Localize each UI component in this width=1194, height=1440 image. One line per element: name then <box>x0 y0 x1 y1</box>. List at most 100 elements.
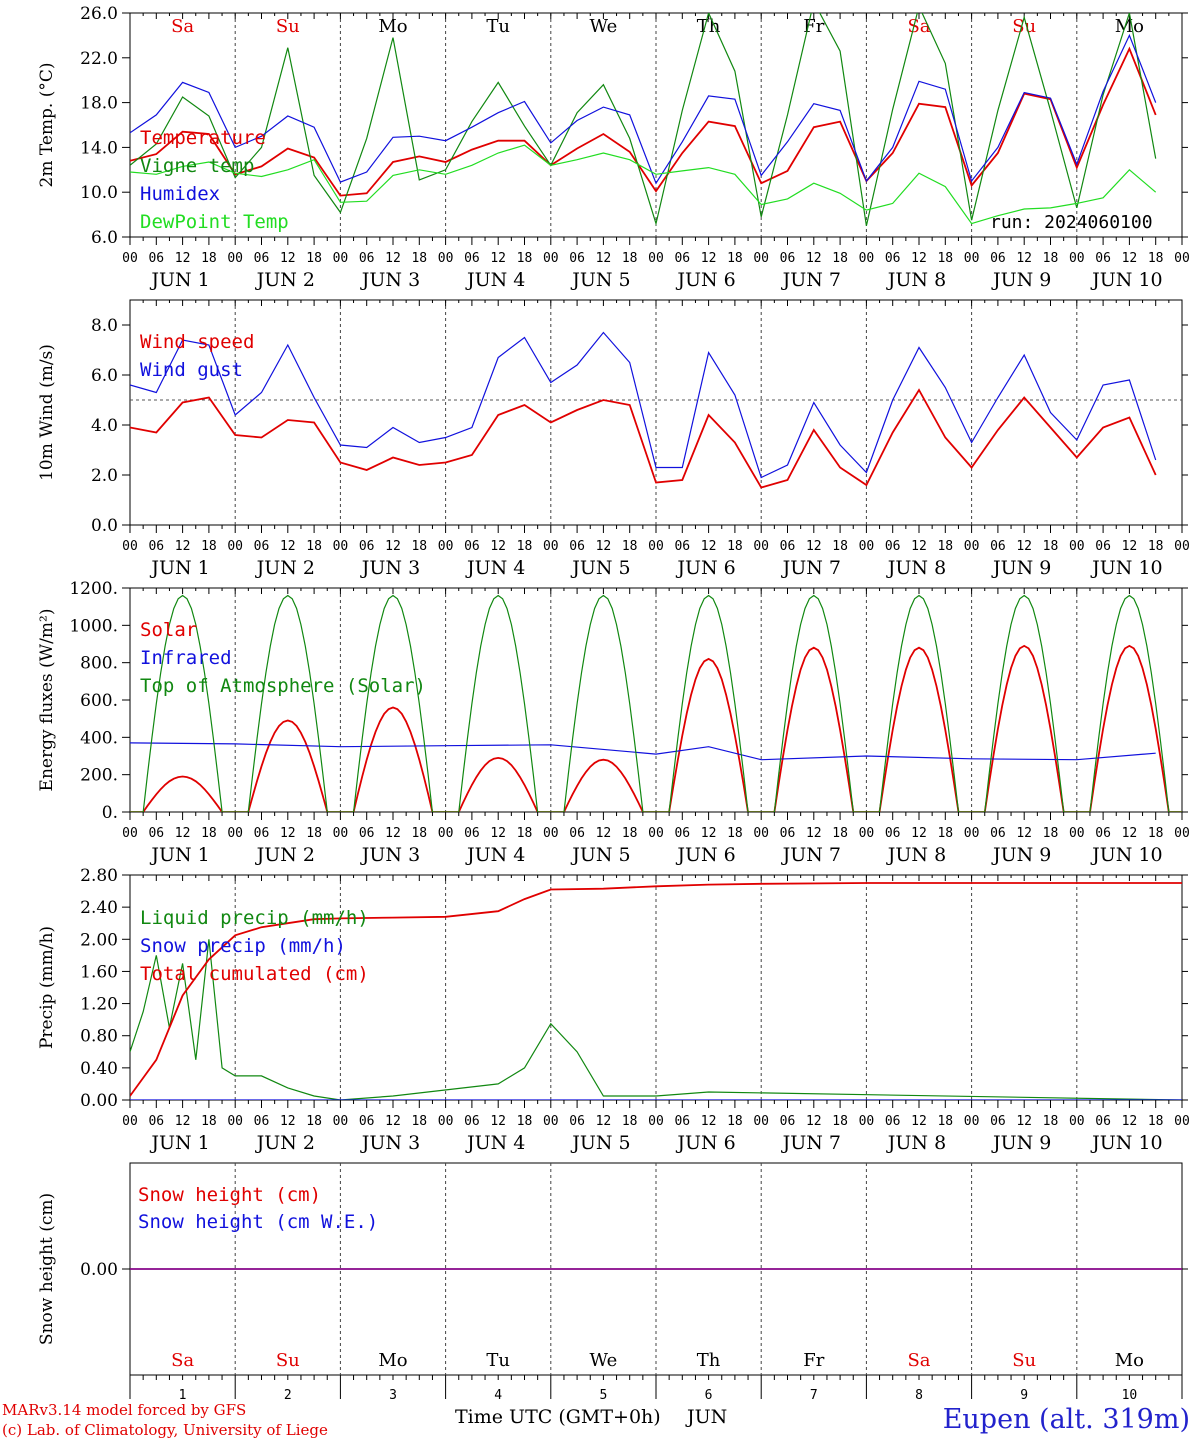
date-label: JUN 8 <box>886 1132 946 1154</box>
hour-tick-label: 06 <box>359 826 375 841</box>
hour-tick-label: 06 <box>990 251 1006 266</box>
plot-frame <box>129 299 1183 526</box>
hour-tick-label: 00 <box>1069 251 1085 266</box>
legend-entry: Top of Atmosphere (Solar) <box>140 675 426 697</box>
hour-tick-label: 12 <box>701 1114 717 1129</box>
date-label: JUN 7 <box>781 844 841 866</box>
date-label: JUN 4 <box>465 844 525 866</box>
hour-tick-label: 06 <box>464 1114 480 1129</box>
hour-tick-label: 18 <box>306 826 322 841</box>
hour-tick-label: 06 <box>780 251 796 266</box>
plot-frame <box>129 12 1183 238</box>
hour-tick-label: 00 <box>122 826 138 841</box>
date-label: JUN 1 <box>149 557 209 579</box>
hour-tick-label: 06 <box>885 539 901 554</box>
hour-tick-label: 06 <box>359 251 375 266</box>
y-tick-label: 600. <box>80 691 118 711</box>
hour-tick-label: 00 <box>1069 826 1085 841</box>
hour-tick-label: 18 <box>1043 251 1059 266</box>
series-group <box>130 13 1157 226</box>
hour-tick-label: 18 <box>201 251 217 266</box>
day-of-week-label: Sa <box>907 16 930 37</box>
hour-tick-label: 00 <box>333 251 349 266</box>
series-line-solar <box>130 644 1182 812</box>
date-label: JUN 1 <box>149 269 209 291</box>
hour-tick-label: 06 <box>254 251 270 266</box>
y-tick-label: 2.00 <box>80 930 118 950</box>
hour-tick-label: 12 <box>1016 826 1032 841</box>
hour-tick-label: 18 <box>306 539 322 554</box>
hour-tick-label: 12 <box>490 826 506 841</box>
credit-line-1: MARv3.14 model forced by GFS <box>2 1401 246 1419</box>
hour-tick-label: 18 <box>201 539 217 554</box>
hour-tick-label: 12 <box>280 826 296 841</box>
legend-entry: Humidex <box>140 183 220 205</box>
hour-tick-label: 18 <box>832 251 848 266</box>
hour-tick-label: 00 <box>438 1114 454 1129</box>
hour-tick-label: 12 <box>596 826 612 841</box>
legend-entry: Temperature <box>140 127 266 149</box>
hour-tick-label: 00 <box>964 251 980 266</box>
hour-tick-label: 18 <box>1043 826 1059 841</box>
panel-4: 0.00 0.40 0.80 1.20 1.60 2.00 2.40 2.80 Precip (… <box>37 866 1190 1154</box>
y-tick-label: 2.80 <box>80 866 118 886</box>
hour-tick-label: 00 <box>753 1114 769 1129</box>
hour-tick-label: 00 <box>543 539 559 554</box>
hour-tick-label: 06 <box>464 539 480 554</box>
date-label: JUN 6 <box>675 844 735 866</box>
day-number-label: 3 <box>389 1388 397 1403</box>
series-group <box>130 594 1182 812</box>
hour-tick-label: 00 <box>122 539 138 554</box>
hour-tick-label: 18 <box>411 1114 427 1129</box>
day-of-week-label: We <box>590 1350 618 1371</box>
hour-tick-label: 12 <box>1016 1114 1032 1129</box>
date-label: JUN 3 <box>360 844 420 866</box>
hour-tick-label: 18 <box>306 251 322 266</box>
series-group <box>130 882 1182 1100</box>
panel-5: 0.00 Snow height (cm) 1 2 3 4 5 6 7 8 9 10 Sa Su Mo Tu W… <box>37 1162 1188 1403</box>
hour-tick-label: 12 <box>701 251 717 266</box>
hour-tick-label: 12 <box>385 251 401 266</box>
hour-tick-label: 18 <box>832 1114 848 1129</box>
date-label: JUN 8 <box>886 269 946 291</box>
legend-entry: Snow precip (mm/h) <box>140 935 346 957</box>
hour-tick-label: 00 <box>964 1114 980 1129</box>
day-of-week-label: Sa <box>171 16 194 37</box>
hour-tick-label: 18 <box>1148 251 1164 266</box>
series-line-vigne-temp <box>130 13 1157 226</box>
date-label: JUN 3 <box>360 269 420 291</box>
date-label: JUN 6 <box>675 557 735 579</box>
date-label: JUN 5 <box>570 1132 630 1154</box>
y-tick-label: 0.0 <box>91 516 118 536</box>
hour-tick-label: 06 <box>780 826 796 841</box>
hour-tick-label: 12 <box>1122 251 1138 266</box>
hour-tick-label: 00 <box>1069 1114 1085 1129</box>
hour-tick-label: 06 <box>569 539 585 554</box>
hour-tick-label: 12 <box>175 251 191 266</box>
hour-tick-label: 00 <box>859 251 875 266</box>
hour-tick-label: 06 <box>148 1114 164 1129</box>
legend-entry: Snow height (cm W.E.) <box>138 1211 378 1233</box>
hour-tick-label: 12 <box>596 1114 612 1129</box>
hour-tick-label: 18 <box>201 1114 217 1129</box>
hour-tick-label: 06 <box>254 539 270 554</box>
day-number-label: 2 <box>284 1388 292 1403</box>
date-label: JUN 7 <box>781 1132 841 1154</box>
y-tick-label: 10.0 <box>80 183 118 203</box>
x-axis-title: Time UTC (GMT+0h) <box>455 1406 661 1428</box>
day-of-week-label: Su <box>1012 16 1036 37</box>
hour-tick-label: 00 <box>227 826 243 841</box>
hour-tick-label: 06 <box>148 826 164 841</box>
hour-tick-label: 00 <box>964 539 980 554</box>
date-label: JUN 8 <box>886 844 946 866</box>
series-line-wind-speed <box>130 388 1157 489</box>
hour-tick-label: 18 <box>411 539 427 554</box>
date-label: JUN 9 <box>991 844 1051 866</box>
hour-tick-label: 18 <box>306 1114 322 1129</box>
hour-tick-label: 00 <box>648 1114 664 1129</box>
series-line-wind-gust <box>130 331 1157 479</box>
hour-tick-label: 18 <box>937 1114 953 1129</box>
hour-tick-label: 18 <box>517 539 533 554</box>
hour-tick-label: 12 <box>490 251 506 266</box>
